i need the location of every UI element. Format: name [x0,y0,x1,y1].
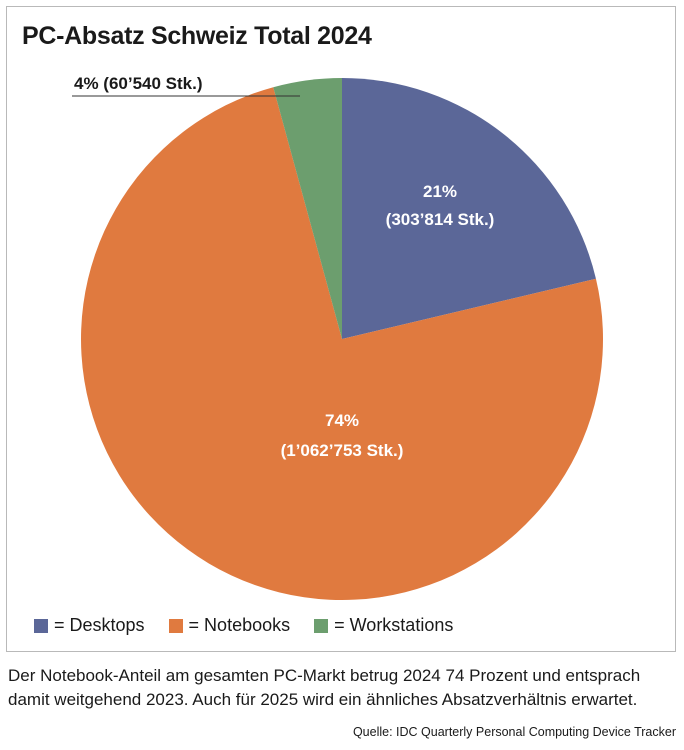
legend: = Desktops = Notebooks = Workstations [34,615,477,636]
source-note: Quelle: IDC Quarterly Personal Computing… [352,725,676,739]
legend-swatch-workstations [314,618,329,633]
legend-label-notebooks: = Notebooks [188,615,291,635]
legend-label-desktops: = Desktops [54,615,145,635]
notebooks-data-label: 74% (1’062’753 Stk.) [281,411,404,460]
workstations-callout-label: 4% (60’540 Stk.) [74,74,203,93]
pie-slice-desktops [342,78,596,339]
pie-slice-workstations [273,78,342,339]
legend-swatch-desktops [34,618,48,633]
chart-title: PC-Absatz Schweiz Total 2024 [22,22,372,50]
workstations-callout: 4% (60’540 Stk.) [72,74,300,97]
legend-item-desktops: = Desktops [34,615,145,636]
pie-slice-notebooks [81,87,604,601]
notebooks-percent-label: 74% [325,411,359,430]
legend-label-workstations: = Workstations [334,615,454,635]
desktops-units-label: (303’814 Stk.) [386,210,495,229]
pie-chart: 21% (303’814 Stk.) 74% (1’062’753 Stk.) … [72,74,604,601]
caption: Der Notebook-Anteil am gesamten PC-Markt… [8,666,641,709]
legend-swatch-notebooks [168,618,183,633]
notebooks-units-label: (1’062’753 Stk.) [281,441,404,460]
pie-slices [81,78,604,601]
legend-item-workstations: = Workstations [314,615,453,636]
desktops-percent-label: 21% [423,182,457,201]
desktops-data-label: 21% (303’814 Stk.) [386,182,495,229]
legend-item-notebooks: = Notebooks [168,615,291,636]
